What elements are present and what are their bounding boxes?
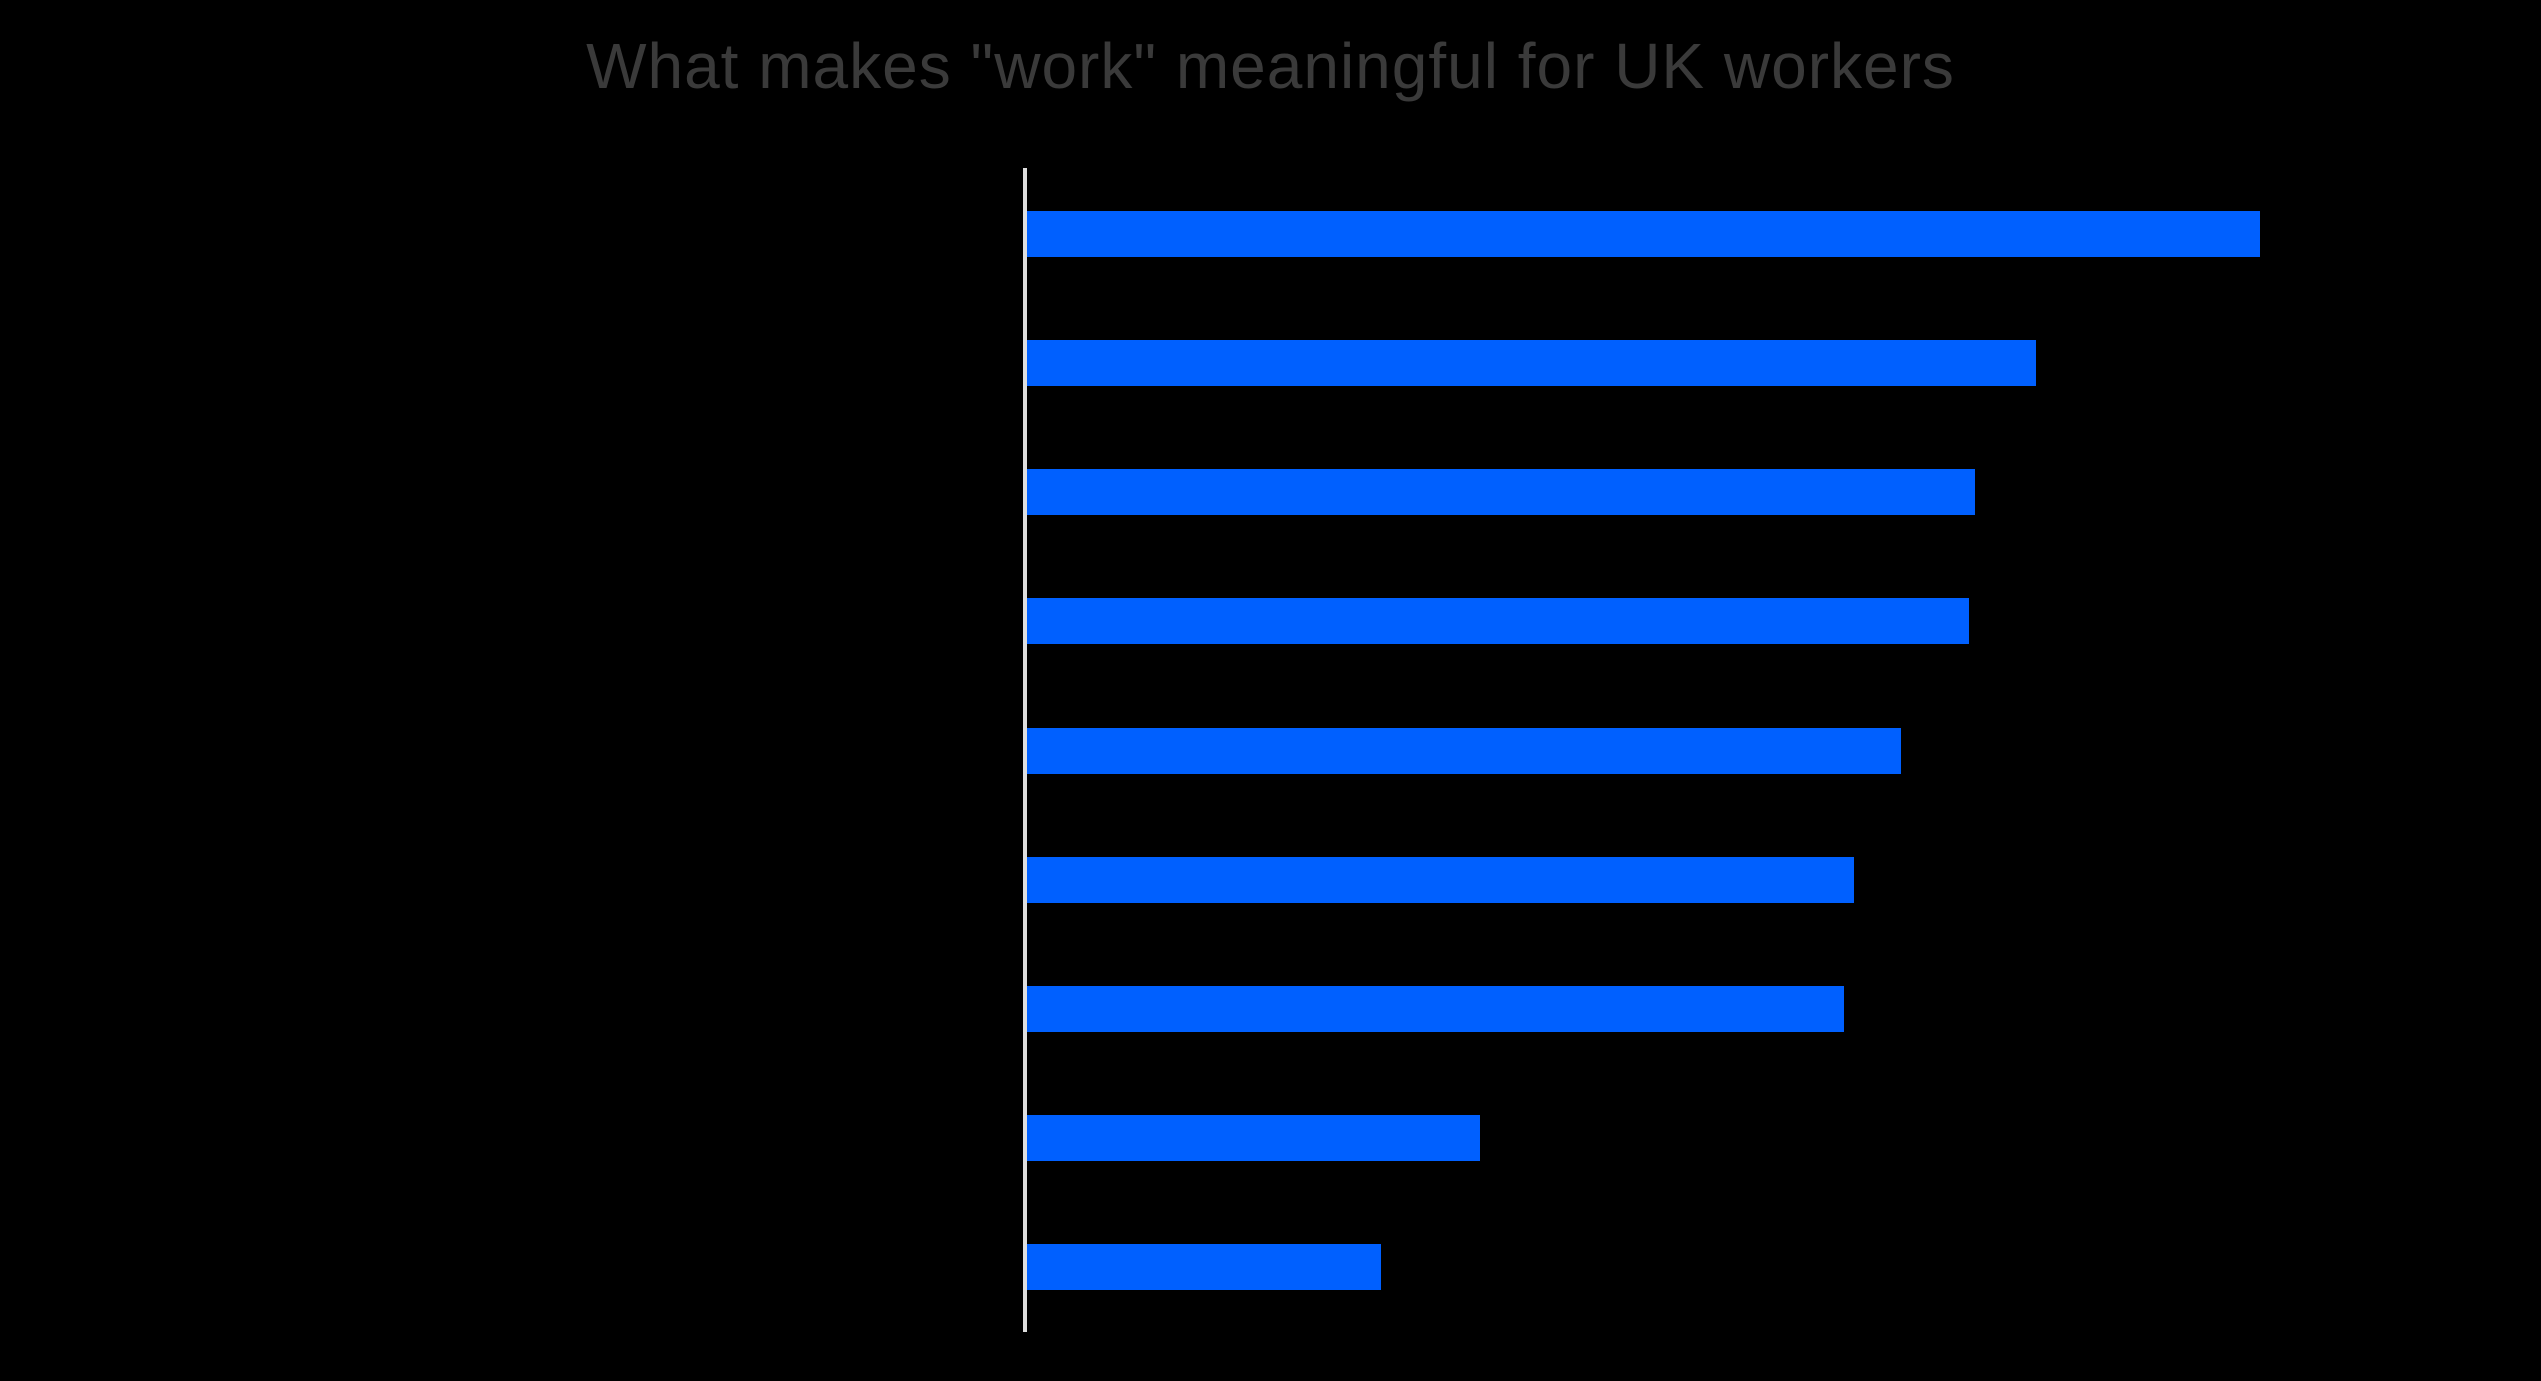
- bar: [1027, 986, 1844, 1032]
- bar: [1027, 340, 2036, 386]
- bar: [1027, 1115, 1480, 1161]
- bar: [1027, 857, 1854, 903]
- chart-title: What makes "work" meaningful for UK work…: [586, 30, 1955, 102]
- y-axis-baseline: [1023, 168, 1027, 1332]
- bar: [1027, 1244, 1381, 1290]
- bar: [1027, 598, 1969, 644]
- bar: [1027, 469, 1975, 515]
- bar: [1027, 728, 1901, 774]
- bar: [1027, 211, 2260, 257]
